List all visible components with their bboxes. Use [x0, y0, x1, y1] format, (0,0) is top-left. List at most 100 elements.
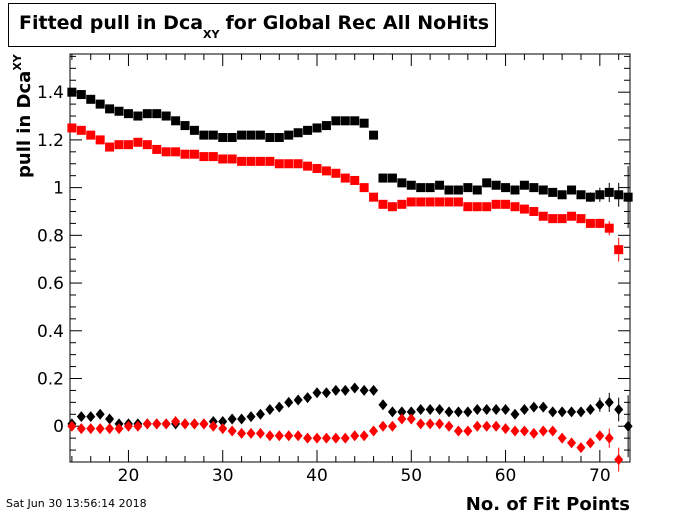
data-point-diamond: [604, 432, 614, 444]
data-point-square: [199, 130, 209, 140]
data-point-diamond: [453, 425, 463, 437]
data-point-square: [416, 197, 426, 207]
chart-title: Fitted pull in DcaXY for Global Rec All N…: [19, 12, 490, 41]
data-point-diamond: [86, 411, 96, 423]
data-point-square: [123, 109, 133, 119]
data-point-square: [284, 130, 294, 140]
data-point-diamond: [265, 430, 275, 442]
chart-title-subscript: XY: [203, 28, 220, 41]
data-point-diamond: [595, 399, 605, 411]
data-point-diamond: [538, 401, 548, 413]
y-tick-label: 1.4: [37, 83, 64, 103]
data-point-diamond: [237, 427, 247, 439]
data-point-square: [303, 161, 313, 171]
data-point-diamond: [519, 404, 529, 416]
data-point-square: [246, 156, 256, 166]
data-point-square: [303, 125, 313, 135]
data-point-square: [453, 197, 463, 207]
data-point-square: [406, 197, 416, 207]
data-point-diamond: [548, 425, 558, 437]
data-point-square: [444, 185, 454, 195]
data-point-square: [397, 178, 407, 188]
data-point-diamond: [416, 404, 426, 416]
data-point-diamond: [331, 384, 341, 396]
data-point-square: [218, 154, 228, 164]
data-point-square: [557, 190, 567, 200]
data-point-square: [463, 202, 473, 212]
data-point-diamond: [482, 404, 492, 416]
data-point-diamond: [472, 404, 482, 416]
data-point-diamond: [538, 425, 548, 437]
data-point-square: [86, 94, 96, 104]
y-tick-label: 0.4: [37, 322, 64, 342]
data-point-square: [567, 211, 577, 221]
data-point-diamond: [444, 420, 454, 432]
data-point-diamond: [567, 406, 577, 418]
data-point-diamond: [293, 394, 303, 406]
data-point-diamond: [519, 425, 529, 437]
data-point-diamond: [595, 430, 605, 442]
data-point-diamond: [350, 430, 360, 442]
data-point-diamond: [510, 408, 520, 420]
data-point-diamond: [387, 420, 397, 432]
data-point-diamond: [463, 425, 473, 437]
data-point-diamond: [189, 418, 199, 430]
data-point-square: [397, 199, 407, 209]
data-point-square: [67, 123, 77, 133]
data-point-square: [529, 206, 539, 216]
x-tick-label: 20: [118, 466, 140, 486]
y-tick-label: 0.2: [37, 369, 64, 389]
data-point-diamond: [274, 401, 284, 413]
data-point-square: [227, 154, 237, 164]
y-tick-label: 1.2: [37, 131, 64, 151]
data-point-diamond: [114, 423, 124, 435]
data-point-diamond: [406, 413, 416, 425]
data-point-square: [567, 185, 577, 195]
data-point-square: [369, 192, 379, 202]
data-point-square: [350, 116, 360, 126]
data-point-square: [491, 180, 501, 190]
data-point-diamond: [331, 432, 341, 444]
data-point-square: [142, 109, 152, 119]
data-point-diamond: [95, 423, 105, 435]
data-point-diamond: [218, 423, 228, 435]
data-point-square: [95, 135, 105, 145]
data-point-square: [453, 185, 463, 195]
data-point-square: [76, 125, 86, 135]
data-point-diamond: [416, 418, 426, 430]
data-point-diamond: [67, 420, 77, 432]
data-point-square: [387, 173, 397, 183]
data-point-diamond: [312, 387, 322, 399]
data-point-square: [425, 183, 435, 193]
chart-title-rest: for Global Rec All NoHits: [225, 12, 490, 34]
data-point-square: [161, 111, 171, 121]
data-point-diamond: [340, 432, 350, 444]
data-point-diamond: [623, 420, 633, 432]
timestamp: Sat Jun 30 13:56:14 2018: [6, 497, 147, 510]
data-point-diamond: [463, 406, 473, 418]
data-point-square: [208, 152, 218, 162]
data-point-diamond: [142, 418, 152, 430]
data-point-diamond: [199, 418, 209, 430]
data-point-square: [406, 180, 416, 190]
data-point-square: [189, 149, 199, 159]
data-point-square: [114, 140, 124, 150]
data-point-square: [199, 152, 209, 162]
data-point-square: [614, 190, 624, 200]
data-point-square: [472, 185, 482, 195]
data-point-diamond: [171, 415, 181, 427]
data-point-diamond: [86, 423, 96, 435]
data-point-square: [171, 147, 181, 157]
data-point-square: [284, 159, 294, 169]
data-point-square: [265, 156, 275, 166]
data-point-diamond: [359, 384, 369, 396]
data-point-square: [623, 192, 633, 202]
data-point-square: [246, 130, 256, 140]
data-point-square: [133, 111, 143, 121]
data-point-diamond: [350, 382, 360, 394]
data-point-square: [416, 183, 426, 193]
data-point-square: [274, 133, 284, 143]
data-point-square: [444, 197, 454, 207]
data-point-square: [387, 202, 397, 212]
